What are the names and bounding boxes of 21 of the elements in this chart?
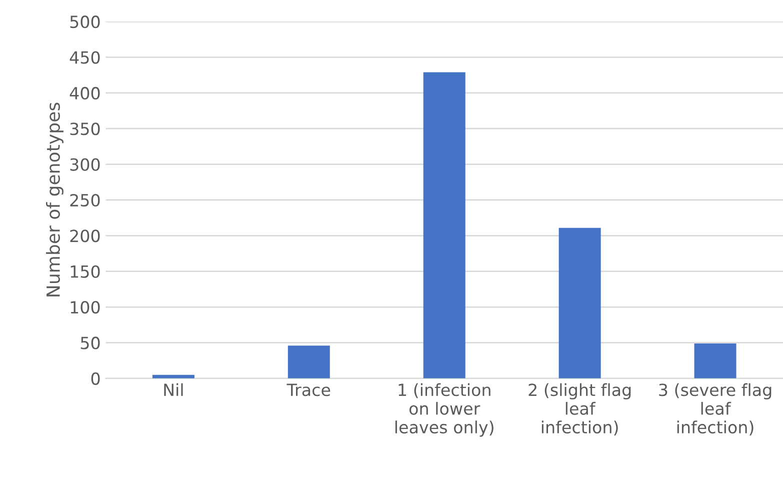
y-tick-label: 300 [70,158,100,171]
bar [423,72,466,378]
y-tick-label: 350 [70,122,100,136]
bar [694,343,736,378]
x-tick-label: 3 (severe flag leaf infection) [659,383,772,436]
y-tick-label: 100 [70,301,100,314]
x-tick-label: 2 (slight flag leaf infection) [528,383,631,436]
y-tick-label: 200 [70,230,100,242]
y-tick-label: 400 [70,86,100,100]
x-tick-label: Trace [286,384,330,396]
x-tick-label: 1 (infection on lower leaves only) [395,383,494,437]
y-tick-label: 150 [70,265,100,278]
bar [558,228,601,378]
bar [288,346,330,378]
y-tick-label: 250 [70,194,100,207]
x-tick-label: Nil [164,383,183,396]
y-tick-label: 0 [91,372,100,385]
y-tick-label: 450 [70,51,100,64]
y-tick-label: 50 [80,336,100,350]
y-tick-label: 500 [70,16,100,28]
y-axis-title: Number of genotypes [46,102,64,296]
